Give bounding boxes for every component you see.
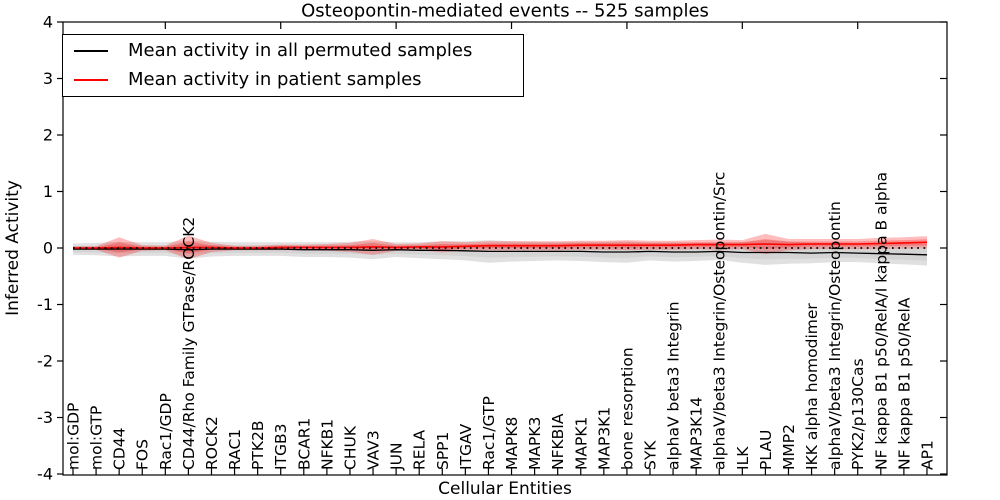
- y-tick-label: -1: [37, 295, 53, 314]
- x-tick-label: NF kappa B1 p50/RelA: [895, 297, 913, 470]
- x-tick-label: Rac1/GTP: [480, 396, 498, 470]
- legend: Mean activity in all permuted samples Me…: [62, 34, 524, 97]
- y-tick-label: -3: [37, 408, 53, 427]
- x-tick-label: ILK: [734, 446, 752, 470]
- x-tick-label: SPP1: [434, 432, 452, 470]
- patient-band: [73, 233, 927, 260]
- x-tick-labels: mol:GDP mol:GTP CD44 FOS Rac1/GDP CD44/Rho Fa…: [65, 172, 937, 471]
- x-tick-label: RELA: [411, 429, 429, 470]
- x-tick-label: NF kappa B1 p50/RelA/I kappa B alpha: [872, 172, 890, 470]
- x-tick-label: PTK2B: [249, 421, 267, 470]
- legend-item-permuted: Mean activity in all permuted samples: [63, 37, 523, 64]
- x-tick-label: IKK alpha homodimer: [803, 303, 821, 470]
- y-tick-label: 2: [43, 126, 53, 145]
- x-tick-label: bone resorption: [618, 347, 636, 470]
- x-tick-label: VAV3: [365, 430, 383, 470]
- y-axis-label: Inferred Activity: [3, 180, 23, 316]
- x-tick-label: NFKB1: [318, 419, 336, 470]
- permuted-band: [73, 240, 927, 266]
- x-tick-label: PLAU: [757, 430, 775, 470]
- x-tick-label: BCAR1: [295, 418, 313, 470]
- x-tick-label: Rac1/GDP: [157, 393, 175, 470]
- x-tick-label: MAP3K1: [595, 407, 613, 470]
- x-tick-label: FOS: [134, 439, 152, 470]
- permuted-mean-line: [73, 248, 928, 256]
- y-tick-label: -2: [37, 352, 53, 371]
- x-tick-label: mol:GDP: [65, 403, 83, 470]
- x-axis-label: Cellular Entities: [438, 479, 572, 499]
- x-tick-label: ROCK2: [203, 416, 221, 470]
- legend-label-permuted: Mean activity in all permuted samples: [128, 39, 473, 61]
- x-tick-label: MMP2: [780, 424, 798, 470]
- permuted-line-swatch: [74, 49, 108, 52]
- x-tick-label: RAC1: [226, 429, 244, 470]
- x-tick-label: NFKBIA: [549, 413, 567, 470]
- x-tick-label: AP1: [919, 440, 937, 470]
- legend-item-patient: Mean activity in patient samples: [63, 67, 523, 94]
- y-tick-label: 0: [43, 239, 53, 258]
- y-tick-label: 4: [43, 13, 53, 32]
- x-tick-label: MAPK3: [526, 417, 544, 470]
- x-tick-label: MAPK1: [572, 417, 590, 470]
- x-tick-label: CD44/Rho Family GTPase/ROCK2: [180, 217, 198, 470]
- x-tick-label: alphaV/beta3 Integrin/Osteopontin/Src: [711, 172, 729, 470]
- patient-line-swatch: [74, 79, 108, 82]
- patient-mean-line: [73, 241, 928, 249]
- chart-title: Osteopontin-mediated events -- 525 sampl…: [301, 0, 709, 22]
- x-tick-label: PYK2/p130Cas: [849, 358, 867, 470]
- y-tick-label: 3: [43, 69, 53, 88]
- x-tick-label: ITGB3: [272, 423, 290, 470]
- x-tick-label: alphaV/beta3 Integrin/Osteopontin: [826, 201, 844, 470]
- x-tick-label: SYK: [642, 440, 660, 470]
- x-tick-label: mol:GTP: [88, 406, 106, 470]
- y-tick-label: 1: [43, 182, 53, 201]
- x-tick-label: alphaV beta3 Integrin: [665, 301, 683, 470]
- legend-label-patient: Mean activity in patient samples: [128, 69, 422, 91]
- x-tick-label: CD44: [111, 428, 129, 470]
- x-tick-label: JUN: [388, 442, 406, 471]
- y-tick-labels: 4 3 2 1 0 -1 -2 -3 -4: [37, 13, 53, 484]
- x-tick-label: MAP3K14: [688, 397, 706, 470]
- axis-ticks: [57, 21, 947, 475]
- x-tick-label: ITGAV: [457, 423, 475, 470]
- x-tick-label: CHUK: [342, 425, 360, 470]
- y-tick-label: -4: [37, 465, 53, 484]
- x-tick-label: MAPK8: [503, 417, 521, 470]
